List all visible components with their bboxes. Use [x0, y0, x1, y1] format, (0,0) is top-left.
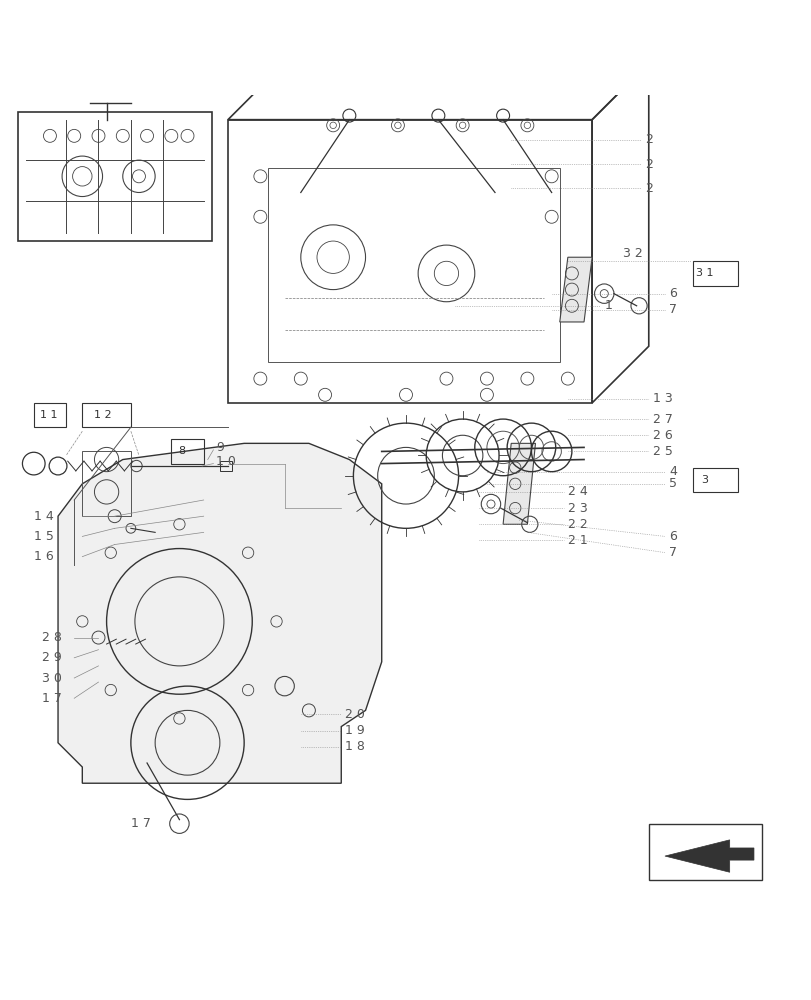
- Text: 1 4: 1 4: [34, 510, 54, 523]
- Text: 7: 7: [668, 546, 676, 559]
- Text: 1 5: 1 5: [34, 530, 54, 543]
- Text: 1 6: 1 6: [34, 550, 54, 563]
- Text: 1 0: 1 0: [216, 455, 235, 468]
- Text: 2 6: 2 6: [652, 429, 672, 442]
- Text: 1 7: 1 7: [42, 692, 62, 705]
- Bar: [648, 824, 761, 880]
- Text: 3: 3: [701, 475, 707, 485]
- Polygon shape: [503, 443, 534, 524]
- Polygon shape: [559, 257, 591, 322]
- Text: 5: 5: [668, 477, 676, 490]
- Text: 9: 9: [216, 441, 224, 454]
- Bar: [18, 112, 212, 241]
- Bar: [171, 439, 204, 464]
- Text: 3 0: 3 0: [42, 672, 62, 685]
- Text: 1 2: 1 2: [94, 410, 112, 420]
- Text: 1 3: 1 3: [652, 392, 672, 405]
- Bar: [82, 403, 131, 427]
- Text: 2 1: 2 1: [567, 534, 587, 547]
- Text: 4: 4: [668, 465, 676, 478]
- Text: 1 7: 1 7: [131, 817, 151, 830]
- Polygon shape: [58, 443, 381, 783]
- Text: 3 2: 3 2: [622, 247, 642, 260]
- Bar: [220, 461, 232, 471]
- Text: 2 8: 2 8: [42, 631, 62, 644]
- Bar: [82, 451, 131, 516]
- Text: 6: 6: [668, 530, 676, 543]
- Text: 2 9: 2 9: [42, 651, 62, 664]
- Text: 2 2: 2 2: [567, 518, 587, 531]
- Text: 1: 1: [603, 299, 611, 312]
- Text: 2 4: 2 4: [567, 485, 587, 498]
- Text: 2 7: 2 7: [652, 413, 672, 426]
- Text: 6: 6: [668, 287, 676, 300]
- Text: 7: 7: [668, 303, 676, 316]
- Text: 2 3: 2 3: [567, 502, 587, 515]
- Polygon shape: [664, 840, 753, 872]
- Bar: [693, 261, 737, 286]
- Text: 8: 8: [178, 446, 185, 456]
- Text: 2: 2: [644, 133, 652, 146]
- Text: 1 8: 1 8: [345, 740, 365, 753]
- Text: 2 0: 2 0: [345, 708, 365, 721]
- Text: 2 5: 2 5: [652, 445, 672, 458]
- Text: 1 1: 1 1: [41, 410, 58, 420]
- Bar: [268, 168, 559, 362]
- Bar: [693, 468, 737, 492]
- Text: 1 9: 1 9: [345, 724, 365, 737]
- Text: 2: 2: [644, 158, 652, 171]
- Text: 3 1: 3 1: [695, 268, 712, 278]
- Text: 2: 2: [644, 182, 652, 195]
- Bar: [34, 403, 66, 427]
